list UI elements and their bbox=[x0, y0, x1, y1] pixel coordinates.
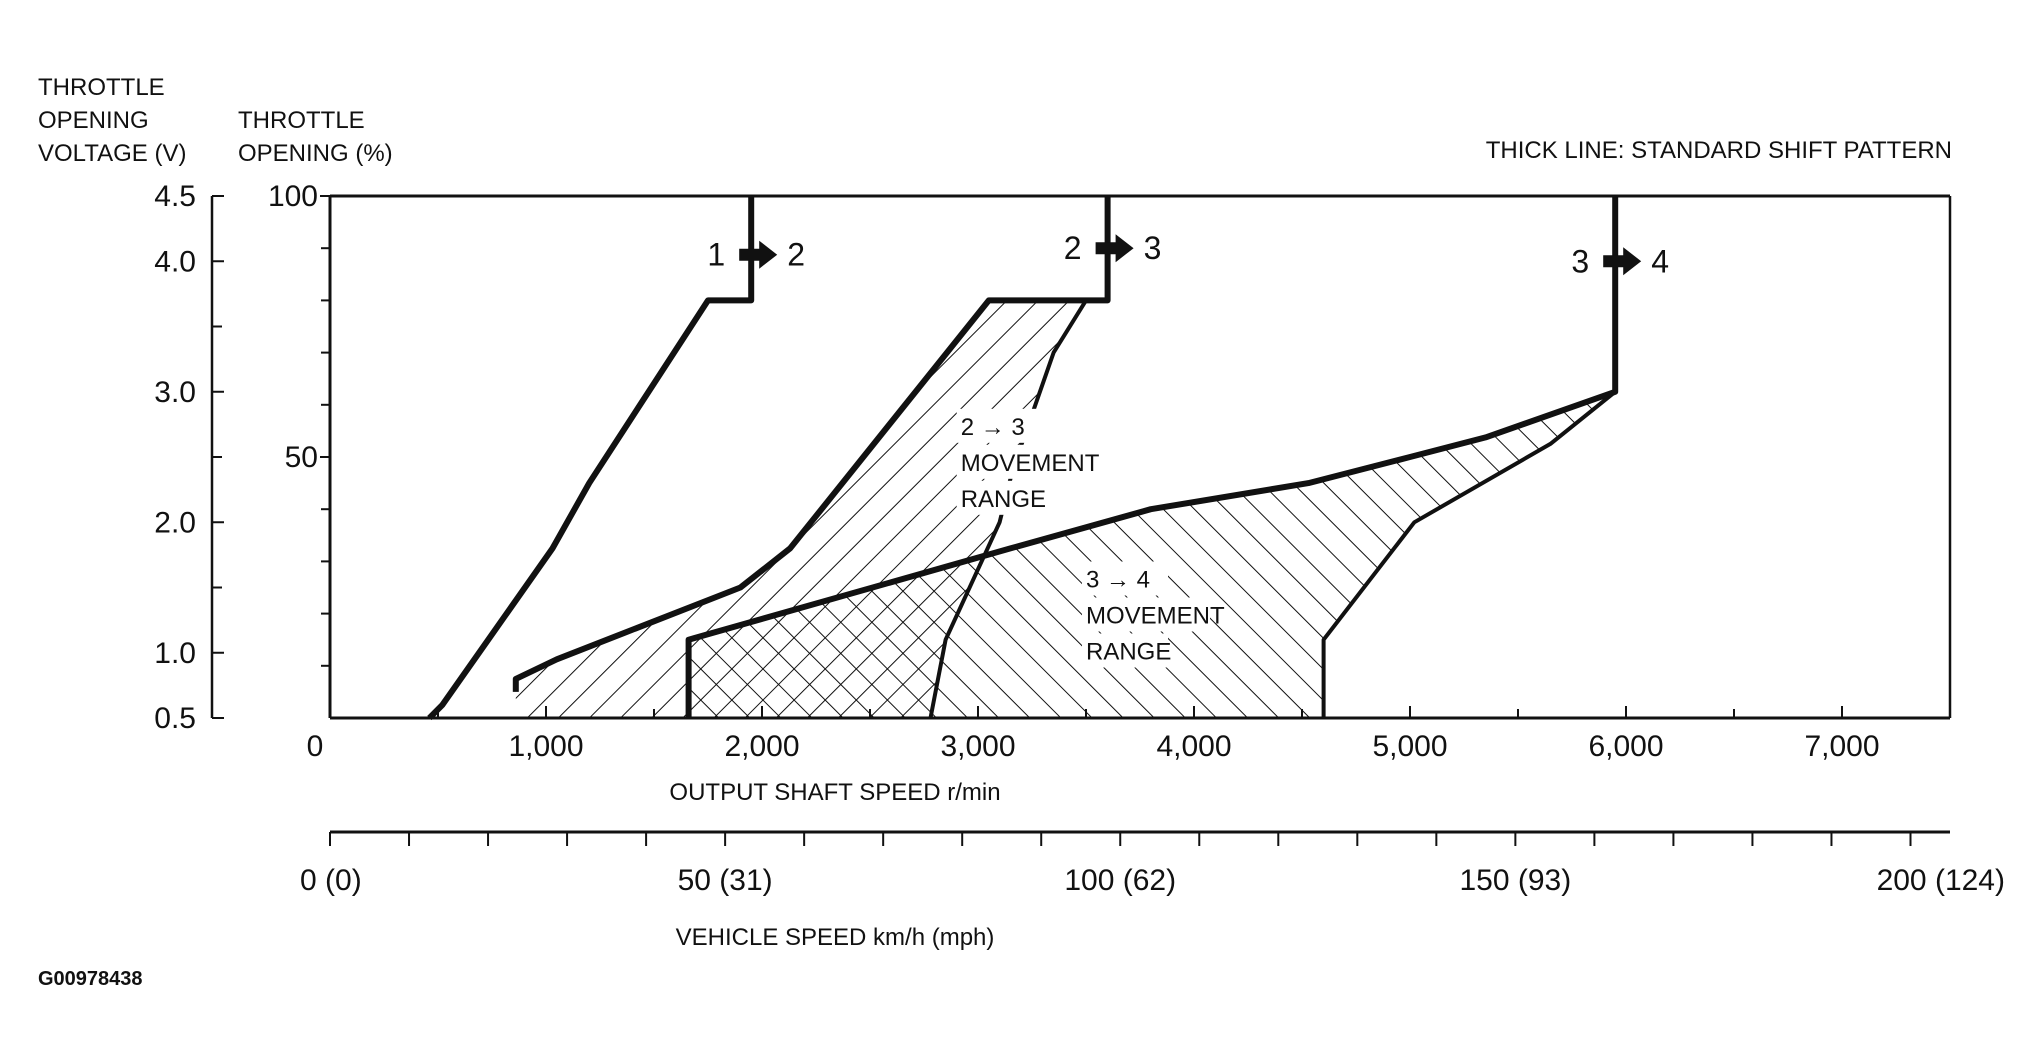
shift-label-to-2: 3 bbox=[1144, 230, 1162, 266]
region-label-bg bbox=[956, 480, 1043, 515]
voltage-tick-label-3: 3.0 bbox=[154, 376, 196, 409]
speed-axis-title: VEHICLE SPEED km/h (mph) bbox=[676, 924, 995, 951]
voltage-axis-title-line-1: THROTTLE bbox=[38, 74, 165, 101]
speed-tick-label-0: 0 (0) bbox=[300, 864, 362, 897]
region-label-1-line-2: MOVEMENT bbox=[961, 450, 1100, 477]
voltage-tick-label-0: 0.5 bbox=[154, 702, 196, 735]
speed-tick-label-2: 100 (62) bbox=[1064, 864, 1176, 897]
speed-tick-label-1: 50 (31) bbox=[678, 864, 773, 897]
voltage-tick-label-1: 1.0 bbox=[154, 637, 196, 670]
voltage-axis-title-line-3: VOLTAGE (V) bbox=[38, 140, 186, 167]
speed-tick-label-3: 150 (93) bbox=[1459, 864, 1571, 897]
movement-region-2 bbox=[688, 391, 1616, 718]
voltage-tick-label-2: 2.0 bbox=[154, 506, 196, 539]
shift-line-2 bbox=[512, 196, 1111, 692]
shift-label-to-3: 4 bbox=[1651, 243, 1669, 279]
shift-label-to-1: 2 bbox=[787, 237, 805, 273]
speed-tick-label-4: 200 (124) bbox=[1877, 864, 2005, 897]
plot-frame bbox=[210, 194, 1952, 834]
shift-lines bbox=[427, 196, 1619, 721]
region-label-1-line-1: 2 → 3 bbox=[961, 414, 1025, 441]
region-label-bg bbox=[1082, 633, 1168, 668]
region-label-2-line-2: MOVEMENT bbox=[1086, 603, 1225, 630]
image-code: G00978438 bbox=[38, 968, 143, 990]
shift-label-from-3: 3 bbox=[1571, 243, 1589, 279]
region-label-2-line-1: 3 → 4 bbox=[1086, 567, 1150, 594]
legend-note: THICK LINE: STANDARD SHIFT PATTERN bbox=[1486, 137, 1952, 164]
voltage-tick-label-4: 4.0 bbox=[154, 245, 196, 278]
shift-arrow-1 bbox=[739, 240, 778, 269]
y-axis-ticks: 0.5 1.0 2.0 3.0 4.0 4.5 50 100 bbox=[154, 180, 330, 735]
rpm-tick-label-1: 1,000 bbox=[508, 730, 583, 763]
rpm-tick-label-4: 4,000 bbox=[1156, 730, 1231, 763]
percent-tick-label-1: 100 bbox=[268, 180, 318, 213]
rpm-tick-label-5: 5,000 bbox=[1372, 730, 1447, 763]
region-boundary-2 bbox=[1321, 390, 1617, 718]
percent-tick-label-0: 50 bbox=[285, 441, 318, 474]
shift-label-from-1: 1 bbox=[707, 237, 725, 273]
region-label-1-line-3: RANGE bbox=[961, 486, 1046, 513]
shift-line-3 bbox=[685, 196, 1619, 718]
shift-line-1 bbox=[427, 196, 755, 721]
x-axis-ticks: 0 1,000 2,000 3,000 4,000 5,000 6,000 7,000 0 (0… bbox=[300, 706, 2005, 897]
movement-regions bbox=[515, 300, 1616, 718]
shift-arrow-2 bbox=[1095, 234, 1134, 263]
region-label-2-line-3: RANGE bbox=[1086, 639, 1171, 666]
shift-labels: 1 2 2 3 3 4 bbox=[707, 230, 1669, 279]
shift-label-from-2: 2 bbox=[1064, 230, 1082, 266]
rpm-tick-label-2: 2,000 bbox=[724, 730, 799, 763]
rpm-axis-title: OUTPUT SHAFT SPEED r/min bbox=[669, 779, 1000, 806]
voltage-axis-title-line-2: OPENING bbox=[38, 107, 149, 134]
region-label-bg bbox=[956, 408, 1043, 443]
region-labels: 2 → 3 MOVEMENT RANGE 3 → 4 MOVEMENT RANGE bbox=[956, 408, 1225, 668]
percent-axis-title-line-1: THROTTLE bbox=[238, 107, 365, 134]
rpm-tick-label-0: 0 bbox=[307, 730, 324, 763]
region-label-bg bbox=[1082, 561, 1168, 596]
voltage-tick-label-5: 4.5 bbox=[154, 180, 196, 213]
rpm-tick-label-3: 3,000 bbox=[940, 730, 1015, 763]
shift-arrow-3 bbox=[1603, 247, 1642, 276]
percent-axis-title-line-2: OPENING (%) bbox=[238, 140, 393, 167]
region-label-bg bbox=[1082, 597, 1210, 632]
rpm-tick-label-6: 6,000 bbox=[1588, 730, 1663, 763]
rpm-tick-label-7: 7,000 bbox=[1804, 730, 1879, 763]
region-label-bg bbox=[956, 444, 1085, 479]
